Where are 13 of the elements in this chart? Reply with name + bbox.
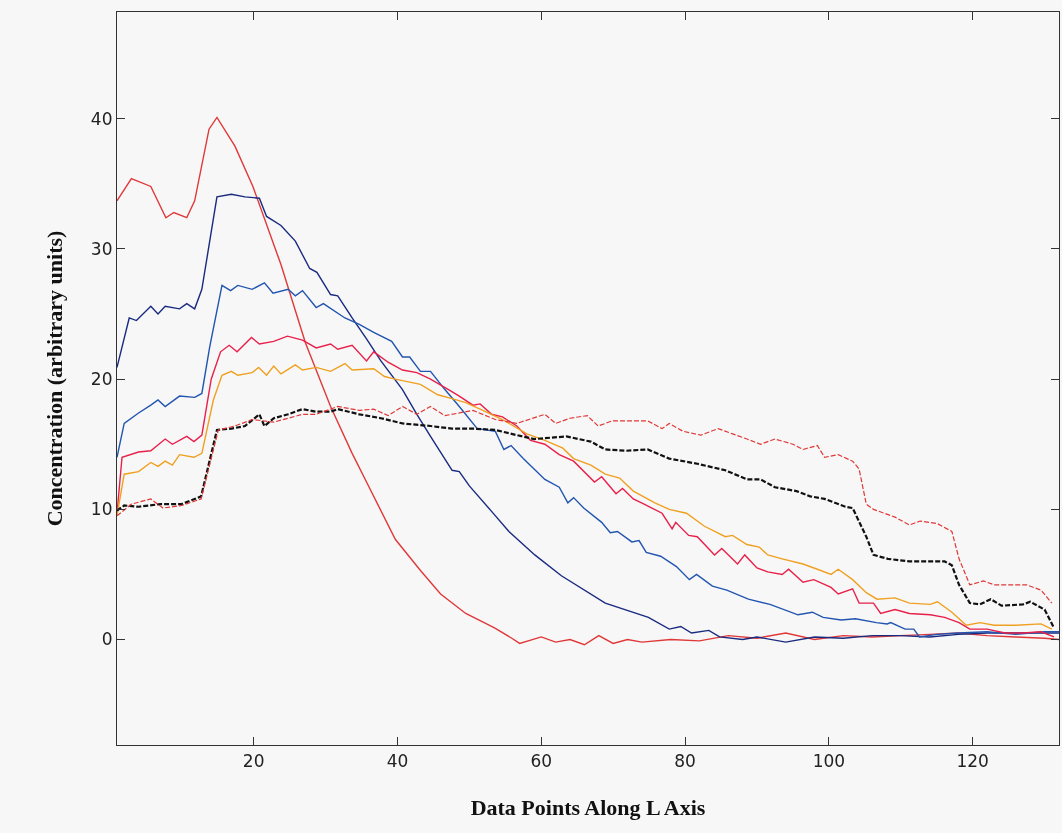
x-tick-label: 40	[386, 750, 409, 771]
x-tick-label: 100	[812, 750, 846, 771]
x-tick-label: 120	[956, 750, 989, 771]
x-tick-label: 80	[674, 750, 696, 771]
x-tick-label: 20	[242, 750, 265, 771]
y-tick-label: 0	[101, 629, 113, 650]
x-tick-label: 60	[530, 750, 553, 771]
y-tick-label: 30	[90, 238, 113, 259]
y-axis-title: Concentration (arbitrary units)	[41, 230, 67, 527]
x-axis-title: Data Points Along L Axis	[470, 795, 706, 821]
y-tick-label: 40	[90, 108, 113, 129]
y-tick-label: 10	[90, 499, 113, 520]
y-tick-label: 20	[90, 369, 113, 390]
